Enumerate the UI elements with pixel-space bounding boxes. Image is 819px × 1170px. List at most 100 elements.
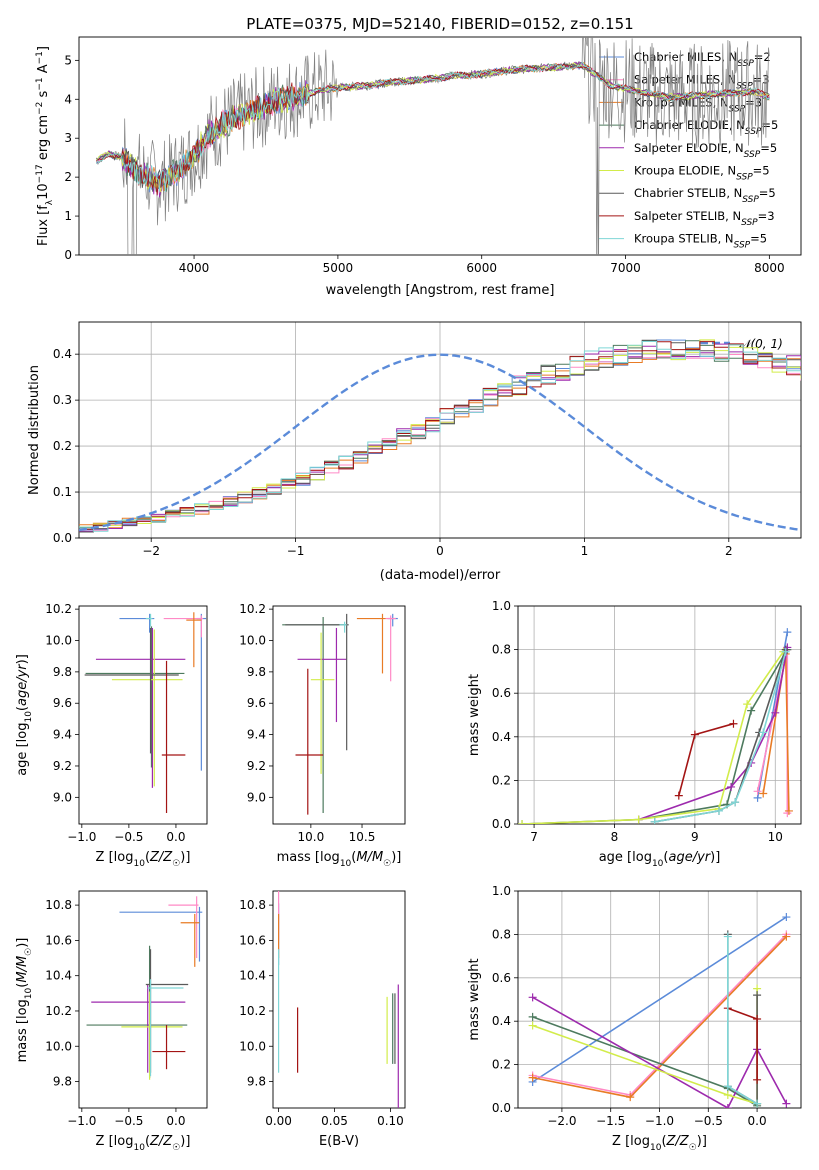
- y-tick-label: 9.0: [247, 790, 266, 804]
- x-tick-label: −0.5: [114, 830, 143, 844]
- y-tick-label: 9.8: [53, 665, 72, 679]
- weight-marker: [634, 815, 643, 824]
- y-tick-label: 10.6: [45, 933, 72, 947]
- weight-marker: [518, 820, 527, 824]
- histograms: [79, 339, 801, 533]
- y-tick-label: 9.4: [247, 728, 266, 742]
- weight-marker: [723, 1090, 732, 1099]
- x-axis-label: age [log10(age/yr)]: [599, 850, 721, 869]
- figure-title: PLATE=0375, MJD=52140, FIBERID=0152, z=0…: [246, 15, 633, 33]
- weight-marker: [650, 817, 659, 824]
- axes-weight-vs-Z: −2.0 −1.5 −1.0 −0.5 0.0 0.0 0.2 0.4 0.6 0.8 1.0 Z […: [467, 884, 802, 1153]
- y-tick-label: 10.4: [45, 969, 72, 983]
- x-tick-label: −1.5: [596, 1114, 625, 1128]
- y-tick-label: 1.0: [492, 599, 511, 613]
- legend-label: Chabrier MILES, NSSP=2: [634, 50, 771, 69]
- x-axis-label: mass [log10(M/M☉)]: [277, 850, 402, 869]
- x-tick-label: −1.0: [67, 830, 96, 844]
- errorbars-mass-vs-Z: [86, 896, 203, 1080]
- legend-label: Kroupa STELIB, NSSP=5: [634, 232, 767, 251]
- x-tick-label: −1: [287, 544, 305, 558]
- weight-marker: [771, 708, 780, 717]
- y-tick-label: 10.8: [239, 898, 266, 912]
- y-tick-label: 10.2: [45, 1004, 72, 1018]
- legend-label: Salpeter ELODIE, NSSP=5: [634, 141, 777, 160]
- x-tick-label: 7: [530, 830, 538, 844]
- weight-marker: [753, 1075, 762, 1084]
- weight-marker: [723, 932, 732, 941]
- axes-weight-vs-age: 7 8 9 10 0.0 0.2 0.4 0.6 0.8 1.0 age [log10(age/yr…: [467, 599, 802, 869]
- legend-label: Chabrier STELIB, NSSP=5: [634, 186, 776, 205]
- weight-marker: [714, 806, 723, 815]
- weight-marker: [528, 1021, 537, 1030]
- weight-line: [532, 996, 788, 1108]
- x-axis-label: Z [log10(Z/Z☉)]: [96, 850, 191, 869]
- axes-mass-vs-Z: −1.0 −0.5 0.0 9.8 10.0 10.2 10.4 10.6 10.8 Z [log…: [15, 890, 208, 1153]
- y-tick-label: 0.4: [492, 730, 511, 744]
- y-tick-label: 0.4: [492, 1014, 511, 1028]
- y-tick-label: 0.0: [492, 817, 511, 831]
- y-tick-label: 0.2: [492, 1058, 511, 1072]
- weight-marker: [784, 806, 793, 815]
- weight-marker: [626, 1093, 635, 1102]
- x-tick-label: 7000: [610, 261, 641, 275]
- y-tick-label: 10.2: [45, 602, 72, 616]
- histogram-step: [79, 339, 801, 528]
- y-tick-label: 0.6: [492, 686, 511, 700]
- histogram-step: [79, 343, 801, 532]
- y-tick-label: 9.8: [247, 665, 266, 679]
- axes-frame: [78, 890, 208, 1109]
- axes-mass-vs-ebv: 0.00 0.05 0.10 9.8 10.0 10.2 10.4 10.6 10.8 E(B-V…: [239, 890, 406, 1149]
- weight-marker: [747, 706, 756, 715]
- y-tick-label: 9.8: [247, 1075, 266, 1089]
- y-tick-label: 9.6: [247, 696, 266, 710]
- y-tick-label: 0.6: [492, 971, 511, 985]
- x-tick-label: 8000: [754, 261, 785, 275]
- x-axis-label: E(B-V): [319, 1134, 359, 1149]
- y-tick-label: 0.0: [492, 1101, 511, 1115]
- axes-age-vs-mass: 10.0 10.5 9.0 9.2 9.4 9.6 9.8 10.0 10.2 mass [log…: [239, 602, 406, 869]
- weight-marker: [782, 932, 791, 941]
- gaussian-curve: [79, 353, 801, 532]
- y-axis-label: mass weight: [467, 674, 482, 756]
- x-tick-label: 8: [611, 830, 619, 844]
- y-tick-label: 10.2: [239, 602, 266, 616]
- weight-marker: [690, 730, 699, 739]
- x-tick-label: −0.5: [694, 1114, 723, 1128]
- y-tick-label: 10.4: [239, 969, 266, 983]
- weight-marker: [782, 913, 791, 922]
- x-axis-label: Z [log10(Z/Z☉)]: [96, 1134, 191, 1153]
- x-tick-label: 0.0: [166, 830, 185, 844]
- y-tick-label: 1.0: [492, 884, 511, 898]
- spectrum-model-line: [96, 62, 770, 192]
- y-tick-label: 0.8: [492, 643, 511, 657]
- weight-marker: [723, 1104, 732, 1108]
- weight-marker: [783, 628, 792, 637]
- y-tick-label: 10.8: [45, 898, 72, 912]
- x-tick-label: 4000: [179, 261, 210, 275]
- y-tick-label: 0.3: [53, 393, 72, 407]
- axes-age-vs-Z: −1.0 −0.5 0.0 9.0 9.2 9.4 9.6 9.8 10.0 10.2 Z [log…: [15, 602, 208, 869]
- histogram-step: [79, 339, 801, 529]
- weight-lines-weight-vs-Z: [528, 913, 791, 1108]
- weight-marker: [729, 719, 738, 728]
- x-tick-label: −1.0: [645, 1114, 674, 1128]
- histogram-step: [79, 339, 801, 533]
- histogram-step: [79, 341, 801, 532]
- y-tick-label: 0: [64, 248, 72, 262]
- y-tick-label: 9.8: [53, 1075, 72, 1089]
- y-tick-label: 10.6: [239, 933, 266, 947]
- axes-residuals: −2 −1 0 1 2 0.0 0.1 0.2 0.3 0.4 (data-model)/error…: [27, 321, 802, 583]
- y-tick-label: 10.0: [239, 634, 266, 648]
- x-tick-label: 6000: [466, 261, 497, 275]
- y-tick-label: 9.6: [53, 696, 72, 710]
- axes-frame: [78, 321, 802, 539]
- y-axis-label: Normed distribution: [27, 365, 42, 495]
- axes-frame: [78, 605, 208, 825]
- weight-marker: [759, 728, 768, 737]
- x-tick-label: 10.0: [298, 830, 325, 844]
- y-tick-label: 10.0: [45, 634, 72, 648]
- y-tick-label: 2: [64, 170, 72, 184]
- histogram-step: [79, 340, 801, 529]
- weight-marker: [759, 789, 768, 798]
